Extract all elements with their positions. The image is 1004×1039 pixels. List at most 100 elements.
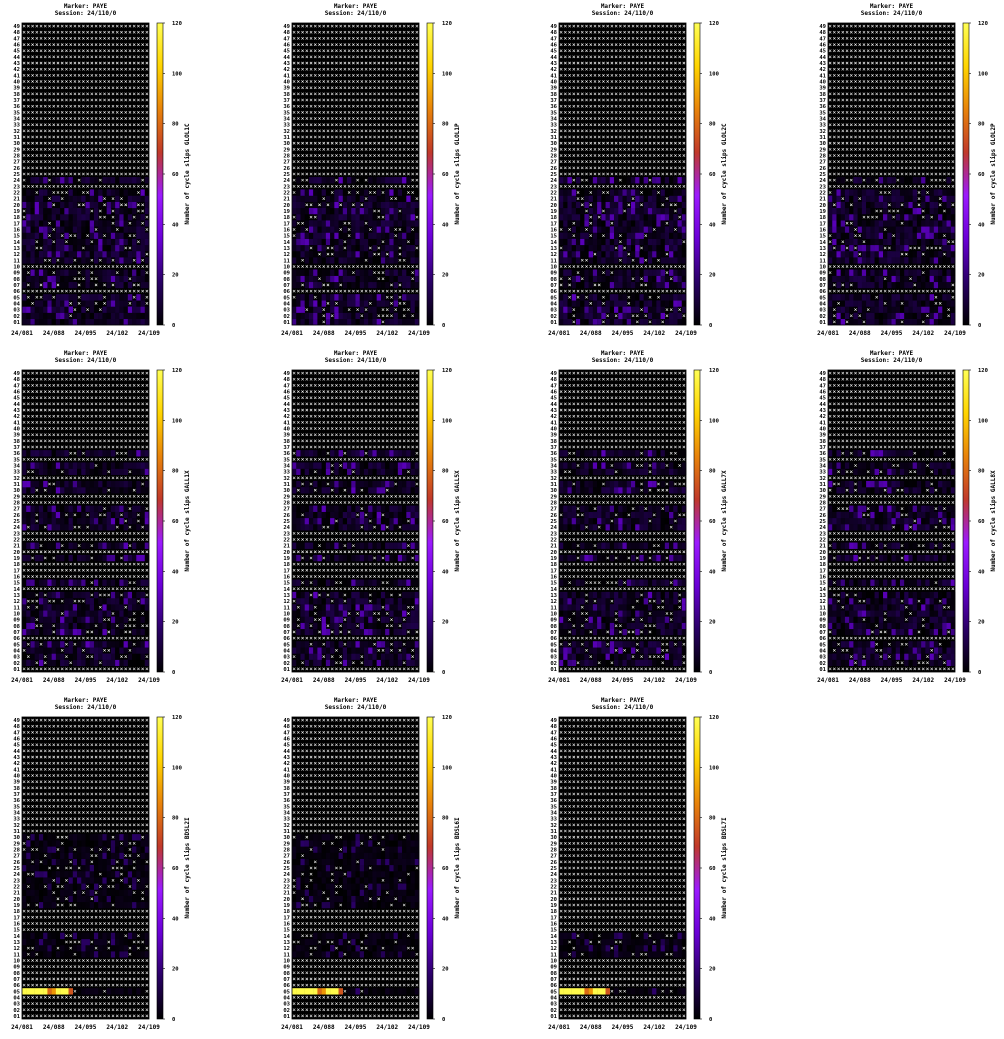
heatmap-cell xyxy=(26,251,30,257)
heatmap-cell xyxy=(313,276,317,282)
heatmap-cell xyxy=(618,282,622,288)
y-tick-label: 49 xyxy=(13,24,20,30)
heatmap-cell xyxy=(398,307,402,313)
heatmap-cell xyxy=(892,251,896,257)
heatmap-cell xyxy=(673,196,677,202)
heatmap-cell xyxy=(639,294,643,300)
heatmap-cell xyxy=(665,202,669,208)
heatmap-cell xyxy=(572,239,576,245)
heatmap-cell xyxy=(402,270,406,276)
heatmap-cell xyxy=(102,177,106,183)
heatmap-cell xyxy=(883,307,887,313)
heatmap-cell xyxy=(678,226,682,232)
heatmap-cell xyxy=(86,202,90,208)
heatmap-cell xyxy=(64,226,68,232)
heatmap-cell xyxy=(43,239,47,245)
heatmap-cell xyxy=(119,294,123,300)
heatmap-cell xyxy=(627,189,631,195)
heatmap-cell xyxy=(77,233,81,239)
heatmap-cell xyxy=(360,239,364,245)
heatmap-cell xyxy=(406,208,410,214)
heatmap-cell xyxy=(678,276,682,282)
heatmap-cell xyxy=(43,251,47,257)
y-tick-label: 26 xyxy=(550,166,557,172)
heatmap-cell xyxy=(64,196,68,202)
heatmap-cell xyxy=(648,245,652,251)
heatmap-cell xyxy=(69,208,73,214)
heatmap-cell xyxy=(934,276,938,282)
heatmap-cell xyxy=(90,319,94,325)
heatmap-cell xyxy=(90,233,94,239)
heatmap-cell xyxy=(942,313,946,319)
heatmap-cell xyxy=(597,177,601,183)
heatmap-cell xyxy=(141,300,145,306)
y-tick-label: 28 xyxy=(13,154,20,160)
heatmap-cell xyxy=(81,196,85,202)
heatmap-cell xyxy=(360,300,364,306)
heatmap-cell xyxy=(665,294,669,300)
colorbar-tick-label: 60 xyxy=(172,172,179,178)
heatmap-cell xyxy=(30,233,34,239)
heatmap-cell xyxy=(305,251,309,257)
heatmap-cell xyxy=(921,300,925,306)
heatmap-cell xyxy=(618,251,622,257)
heatmap-cell xyxy=(364,189,368,195)
heatmap-cell xyxy=(128,282,132,288)
heatmap-cell xyxy=(669,319,673,325)
heatmap-cell xyxy=(904,257,908,263)
y-tick-label: 06 xyxy=(13,289,20,295)
heatmap-cell xyxy=(381,208,385,214)
heatmap-cell xyxy=(56,300,60,306)
heatmap-cell xyxy=(52,233,56,239)
heatmap-cell xyxy=(406,282,410,288)
heatmap-cell xyxy=(411,245,415,251)
heatmap-cell xyxy=(913,270,917,276)
heatmap-cell xyxy=(128,208,132,214)
heatmap-cell xyxy=(119,239,123,245)
heatmap-cell xyxy=(94,307,98,313)
heatmap-cell xyxy=(90,177,94,183)
heatmap-cell xyxy=(635,282,639,288)
heatmap-cell xyxy=(305,313,309,319)
heatmap-cell xyxy=(887,307,891,313)
heatmap-cell xyxy=(343,257,347,263)
heatmap-cell xyxy=(132,245,136,251)
heatmap-cell xyxy=(347,214,351,220)
heatmap-cell xyxy=(81,294,85,300)
heatmap-cell xyxy=(292,202,296,208)
heatmap-cell xyxy=(309,282,313,288)
heatmap-cell xyxy=(567,300,571,306)
heatmap-cell xyxy=(559,196,563,202)
heatmap-cell xyxy=(627,233,631,239)
heatmap-cell xyxy=(124,313,128,319)
heatmap-cell xyxy=(313,189,317,195)
heatmap-cell xyxy=(377,307,381,313)
heatmap-cell xyxy=(343,313,347,319)
heatmap-cell xyxy=(296,251,300,257)
heatmap-cell xyxy=(364,294,368,300)
heatmap-cell xyxy=(326,208,330,214)
heatmap-cell xyxy=(86,214,90,220)
heatmap-cell xyxy=(334,294,338,300)
heatmap-cell xyxy=(145,313,149,319)
heatmap-cell xyxy=(580,245,584,251)
heatmap-cell xyxy=(614,226,618,232)
heatmap-cell xyxy=(322,270,326,276)
heatmap-cell xyxy=(623,313,627,319)
y-tick-label: 27 xyxy=(550,160,557,166)
heatmap-cell xyxy=(411,239,415,245)
heatmap-cell xyxy=(292,239,296,245)
heatmap-cell xyxy=(606,226,610,232)
heatmap-cell xyxy=(47,307,51,313)
heatmap-cell xyxy=(107,300,111,306)
heatmap-cell xyxy=(610,226,614,232)
y-tick-label: 38 xyxy=(13,92,20,98)
heatmap-cell xyxy=(26,276,30,282)
heatmap-cell xyxy=(115,196,119,202)
heatmap-cell xyxy=(136,300,140,306)
heatmap-cell xyxy=(330,226,334,232)
heatmap-cell xyxy=(606,214,610,220)
heatmap-cell xyxy=(589,257,593,263)
heatmap-cell xyxy=(372,220,376,226)
